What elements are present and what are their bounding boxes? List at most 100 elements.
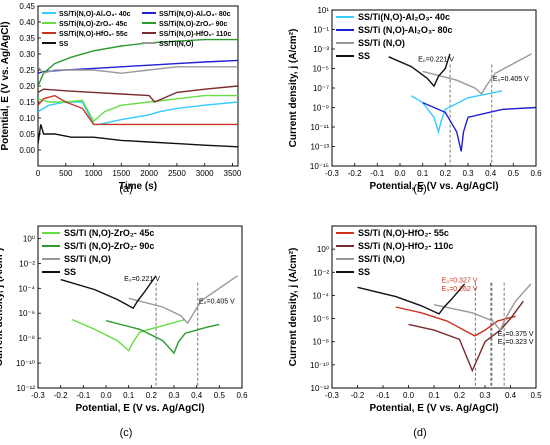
series-line — [38, 66, 238, 74]
y-tick-label: 0.00 — [19, 146, 35, 155]
series-group — [60, 275, 238, 355]
series-line — [408, 300, 524, 373]
legend-label: SS/Ti(N,O)-ZrO₂- 45c — [59, 21, 127, 28]
x-tick-label: 0.3 — [168, 391, 180, 400]
legend-label: SS/Ti(N,O)-Al₂O₃- 40c — [358, 12, 450, 22]
x-tick-label: 0.5 — [214, 391, 226, 400]
panel-caption: (d) — [413, 427, 426, 439]
series-line — [71, 318, 186, 352]
y-tick-label: 10⁻¹⁰ — [16, 359, 35, 368]
x-tick-label: 500 — [59, 169, 73, 178]
series-line — [422, 101, 536, 152]
x-tick-label: 0.1 — [123, 391, 135, 400]
legend-label: SS/Ti (N,O)-ZrO₂- 90c — [64, 241, 154, 251]
series-line — [388, 53, 451, 88]
y-tick-label: 10⁻² — [19, 259, 35, 268]
legend-label: SS/Ti(N,O)-Al₂O₃- 40c — [59, 11, 131, 18]
x-axis-label: Potential, E (V vs. Ag/AgCl) — [75, 403, 204, 414]
x-tick-label: 2000 — [140, 169, 158, 178]
y-tick-label: 10⁻³ — [313, 45, 329, 54]
series-line — [395, 306, 516, 337]
y-tick-label: 10⁻¹ — [313, 26, 329, 35]
x-tick-label: 0.5 — [530, 391, 542, 400]
series-line — [128, 275, 238, 325]
x-tick-label: -0.2 — [348, 169, 362, 178]
y-tick-label: 10⁻⁴ — [18, 284, 35, 293]
legend-label: SS — [64, 267, 76, 277]
x-tick-label: 3500 — [224, 169, 242, 178]
legend-label: SS/Ti(N,O) — [159, 41, 193, 48]
series-line — [410, 90, 503, 135]
x-tick-label: 0.2 — [454, 391, 466, 400]
x-tick-label: -0.1 — [376, 391, 390, 400]
series-line — [60, 275, 157, 310]
x-tick-label: 0.0 — [403, 391, 415, 400]
panel-d: -0.3 -0.2 -0.1 0.0 0.1 0.2 0.3 0.4 0.5 10⁻¹² 10⁻¹⁰… — [288, 225, 542, 439]
legend-label: SS/Ti(N,O)-HfO₂- 110c — [159, 31, 231, 38]
x-axis-label: Time (s) — [119, 181, 157, 192]
x-tick-label: -0.3 — [325, 169, 339, 178]
series-line — [105, 320, 220, 355]
panel-a: 0 500 1000 1500 2000 2500 3000 3500 0.00 0.05 0.10… — [0, 2, 242, 195]
x-tick-label: 0.4 — [485, 169, 497, 178]
legend-label: SS/Ti (N,O)-HfO₂- 110c — [358, 241, 453, 251]
x-tick-label: 0 — [36, 169, 41, 178]
x-tick-label: 0.4 — [505, 391, 517, 400]
legend-label: SS/Ti (N,O)-ZrO₂- 45c — [64, 228, 154, 238]
y-tick-label: 10⁻¹⁵ — [310, 162, 329, 171]
series-line — [38, 101, 238, 126]
x-tick-label: -0.3 — [325, 391, 339, 400]
legend-label: SS — [59, 41, 69, 48]
legend-label: SS/Ti(N,O)-HfO₂- 55c — [59, 31, 128, 38]
x-tick-label: 0.5 — [508, 169, 520, 178]
ecorr-annotation: E₀=0.405 V — [199, 298, 235, 305]
y-tick-label: 10⁻¹³ — [311, 143, 330, 152]
y-tick-label: 10⁻¹² — [17, 384, 36, 393]
y-tick-label: 10⁻¹⁰ — [310, 361, 329, 370]
y-tick-label: 10⁰ — [23, 234, 35, 243]
legend-label: SS/Ti (N,O) — [358, 254, 405, 264]
y-tick-label: 10⁻⁸ — [19, 334, 36, 343]
ecorr-annotation: E₀=0.262 V — [442, 286, 478, 293]
y-tick-label: 10⁻⁶ — [19, 309, 35, 318]
ecorr-annotation: E₀=0.405 V — [493, 76, 529, 83]
x-tick-label: 0.3 — [479, 391, 491, 400]
x-tick-label: 2500 — [168, 169, 186, 178]
y-tick-label: 0.35 — [19, 34, 35, 43]
series-line — [422, 53, 532, 95]
y-tick-label: 0.05 — [19, 130, 35, 139]
series-line — [433, 283, 532, 332]
y-tick-label: 10⁻⁷ — [313, 84, 329, 93]
legend-label: SS/Ti(N,O)-Al₂O₃- 80c — [159, 11, 231, 18]
legend-label: SS/Ti (N,O) — [64, 254, 111, 264]
legend-label: SS/Ti(N,O)-ZrO₂- 90c — [159, 21, 227, 28]
axes-frame — [37, 225, 243, 389]
y-tick-label: 10⁻⁶ — [313, 315, 329, 324]
y-tick-label: 0.20 — [19, 82, 35, 91]
panel-caption: (c) — [120, 427, 133, 439]
series-group — [357, 283, 532, 373]
series-line — [38, 124, 238, 148]
panel-caption: (a) — [119, 183, 132, 195]
series-group — [38, 38, 238, 148]
series-line — [38, 38, 238, 87]
x-tick-label: 0.0 — [100, 391, 112, 400]
legend-label: SS — [358, 51, 370, 61]
x-tick-label: 0.0 — [394, 169, 406, 178]
x-tick-label: 0.6 — [530, 169, 542, 178]
x-tick-label: -0.3 — [31, 391, 45, 400]
x-axis-label: Potential, E (V vs. Ag/AgCl) — [369, 403, 498, 414]
ecorr-annotation: E₀=0.221 V — [124, 276, 160, 283]
y-axis-label: Potential, E (V vs. Ag/AgCl) — [0, 21, 11, 150]
series-line — [38, 94, 238, 126]
series-group — [388, 53, 536, 152]
x-tick-label: -0.2 — [351, 391, 365, 400]
x-axis-label: Potential, E (V vs. Ag/AgCl) — [369, 181, 498, 192]
legend-label: SS/Ti (N,O)-HfO₂- 55c — [358, 228, 449, 238]
x-tick-label: 0.3 — [462, 169, 474, 178]
y-tick-label: 10¹ — [317, 6, 329, 15]
y-tick-label: 10⁻⁹ — [312, 104, 329, 113]
y-tick-label: 0.10 — [19, 114, 35, 123]
series-line — [357, 283, 466, 315]
